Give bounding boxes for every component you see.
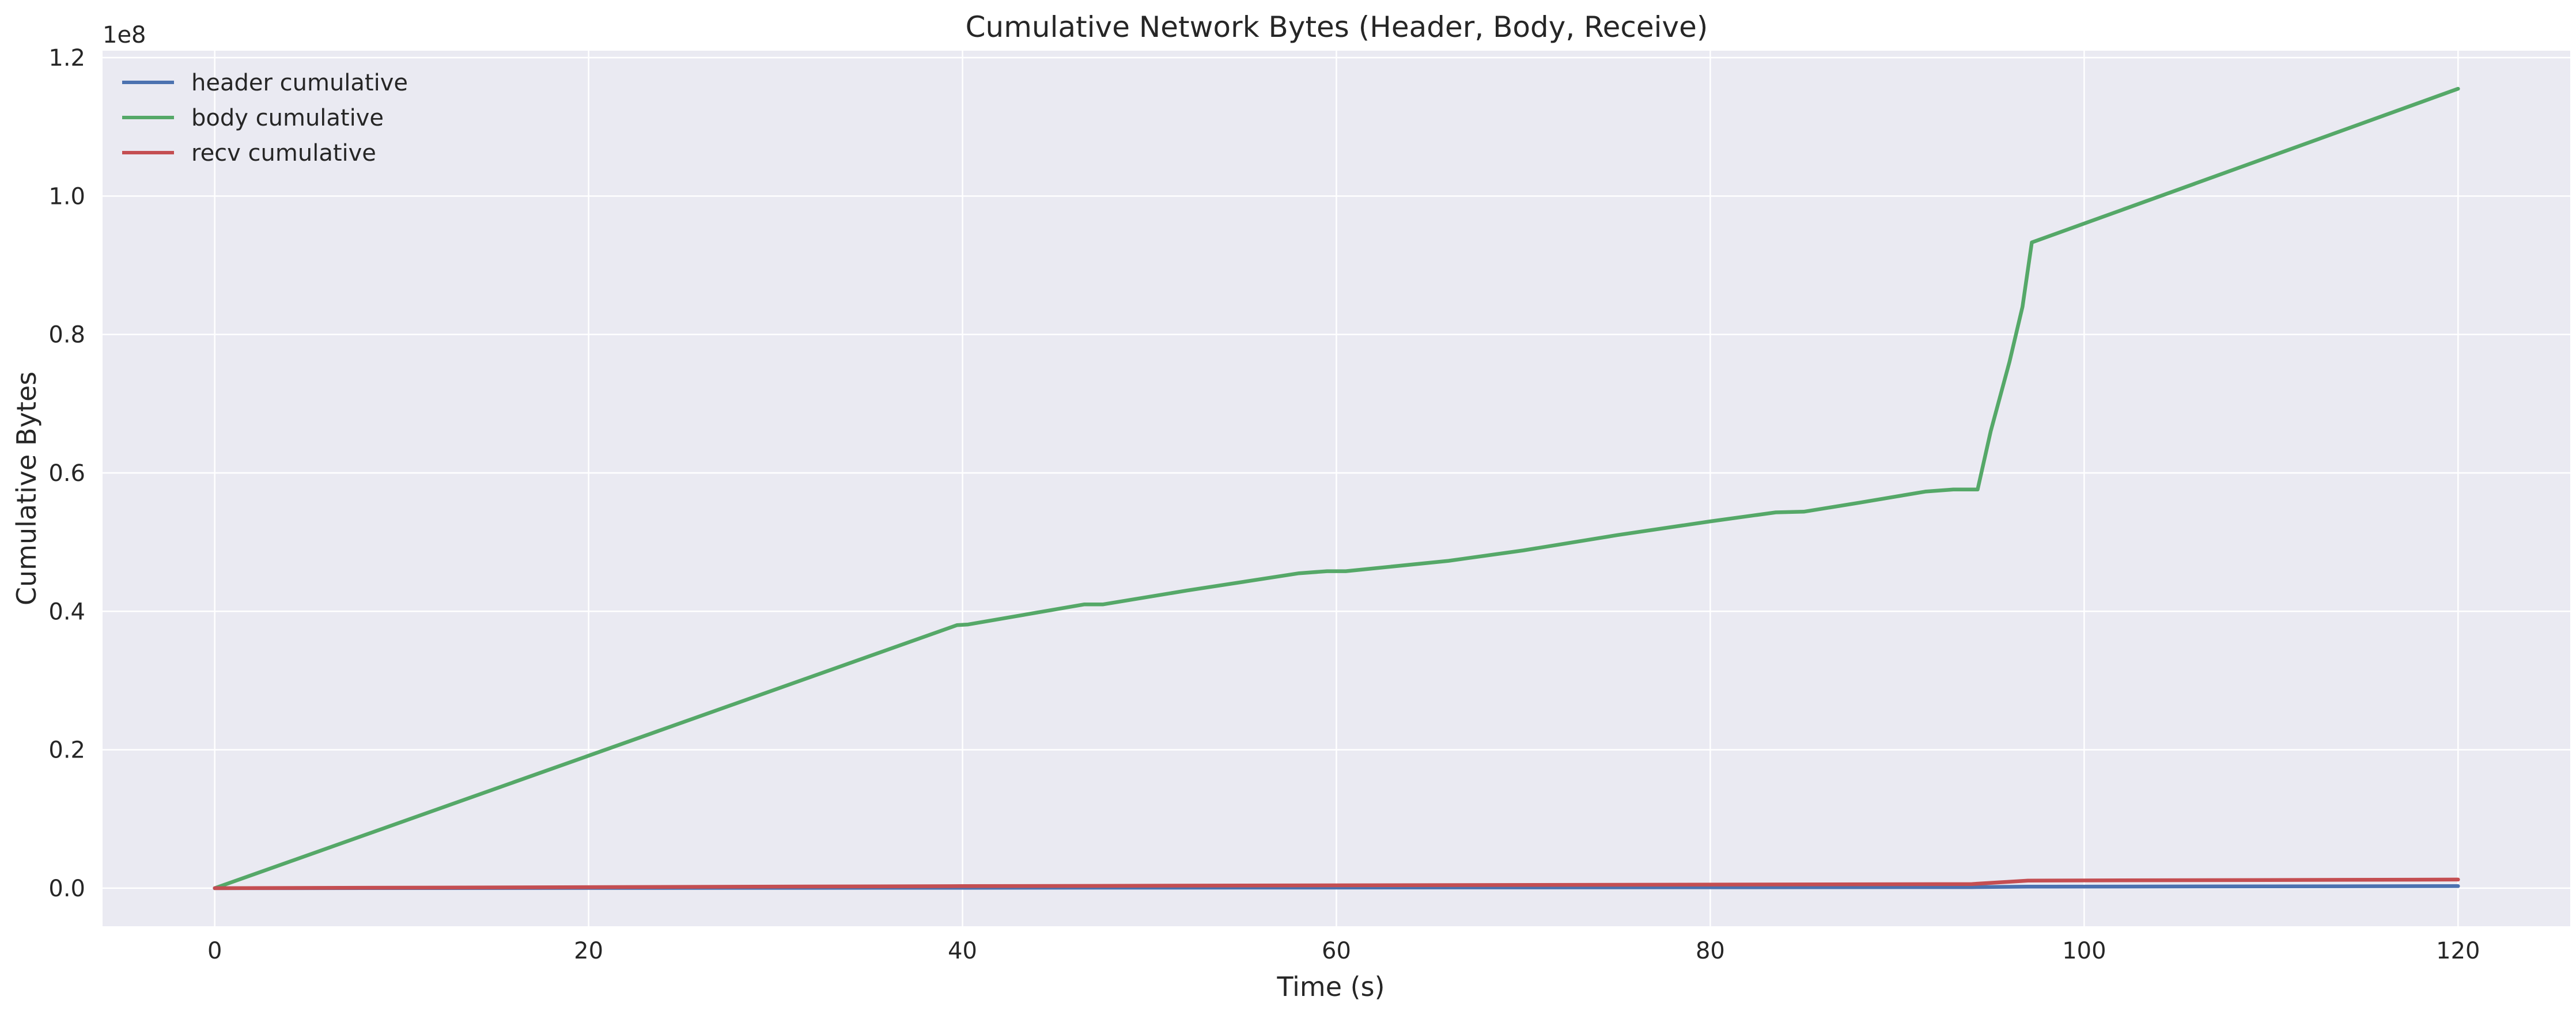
x-tick-label: 0 bbox=[207, 938, 222, 964]
y-tick-label: 0.0 bbox=[48, 876, 85, 902]
legend-item-header: header cumulative bbox=[122, 70, 408, 96]
chart-title: Cumulative Network Bytes (Header, Body, … bbox=[966, 10, 1708, 44]
y-tick-label: 0.8 bbox=[48, 322, 85, 348]
legend-label-recv: recv cumulative bbox=[191, 140, 376, 166]
y-axis-label: Cumulative Bytes bbox=[11, 372, 42, 605]
y-tick-label: 1.2 bbox=[48, 45, 85, 71]
series-line-recv bbox=[213, 877, 2460, 891]
y-tick-label: 1.0 bbox=[48, 183, 85, 210]
series-line-body bbox=[213, 86, 2460, 891]
legend-item-body: body cumulative bbox=[122, 105, 384, 131]
x-tick-label: 120 bbox=[2436, 938, 2480, 964]
series-lines bbox=[213, 86, 2460, 891]
x-tick-label: 40 bbox=[948, 938, 977, 964]
x-tick-label: 60 bbox=[1322, 938, 1351, 964]
x-tick-label: 100 bbox=[2062, 938, 2106, 964]
y-tick-label: 0.6 bbox=[48, 460, 85, 487]
legend-label-header: header cumulative bbox=[191, 70, 408, 96]
legend-item-recv: recv cumulative bbox=[122, 140, 376, 166]
legend-label-body: body cumulative bbox=[191, 105, 384, 131]
x-axis-ticks: 0 20 40 60 80 100 120 bbox=[207, 938, 2480, 964]
x-tick-label: 80 bbox=[1696, 938, 1725, 964]
y-tick-label: 0.2 bbox=[48, 737, 85, 764]
y-axis-ticks: 0.0 0.2 0.4 0.6 0.8 1.0 1.2 bbox=[48, 45, 85, 902]
y-tick-label: 0.4 bbox=[48, 598, 85, 625]
y-axis-multiplier: 1e8 bbox=[103, 22, 146, 48]
x-axis-label: Time (s) bbox=[1276, 971, 1385, 1002]
x-tick-label: 20 bbox=[574, 938, 603, 964]
legend: header cumulative body cumulative recv c… bbox=[122, 70, 408, 166]
